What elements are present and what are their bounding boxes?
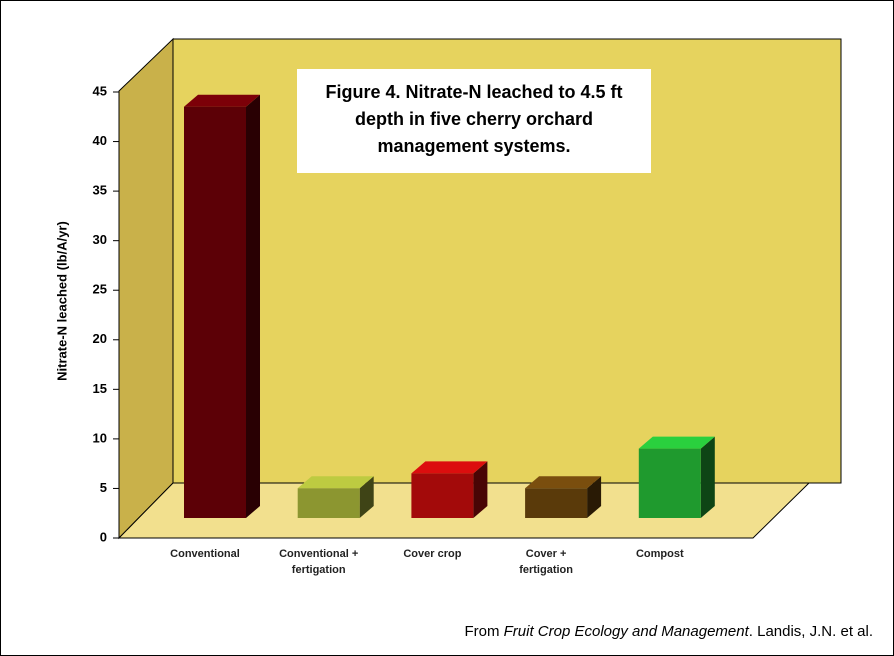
y-tick-label: 40 bbox=[93, 133, 107, 148]
y-tick-label: 5 bbox=[100, 480, 107, 495]
y-tick-label: 15 bbox=[93, 381, 107, 396]
y-axis-label: Nitrate-N leached (lb/A/yr) bbox=[54, 221, 69, 381]
side-wall bbox=[118, 37, 174, 540]
bar-top bbox=[184, 94, 260, 107]
chart-title: Figure 4. Nitrate-N leached to 4.5 ft de… bbox=[297, 69, 651, 173]
bar bbox=[411, 473, 474, 518]
x-tick-label: Conventional bbox=[170, 548, 240, 560]
x-tick-label: Cover crop bbox=[403, 548, 462, 560]
bar bbox=[525, 488, 588, 518]
y-tick-label: 25 bbox=[93, 282, 107, 297]
bar bbox=[184, 106, 246, 518]
x-tick-label: Conventional + fertigation bbox=[279, 548, 359, 576]
bar-top bbox=[297, 476, 374, 489]
bar-side bbox=[246, 94, 260, 518]
y-tick-label: 35 bbox=[93, 183, 107, 198]
bar bbox=[297, 488, 360, 518]
x-tick-label: Compost bbox=[635, 548, 684, 560]
y-tick-label: 10 bbox=[93, 430, 107, 445]
source: From Fruit Crop Ecology and Management. … bbox=[464, 623, 873, 640]
bar-side bbox=[473, 461, 488, 518]
source-prefix: From bbox=[464, 623, 504, 640]
y-tick-label: 20 bbox=[93, 331, 107, 346]
source-suffix: . Landis, J.N. et al. bbox=[748, 623, 873, 640]
source-title: Fruit Crop Ecology and Management bbox=[503, 623, 749, 640]
bar-top bbox=[525, 476, 602, 489]
y-tick-label: 45 bbox=[93, 83, 107, 98]
bar-side bbox=[700, 436, 715, 518]
bar-top bbox=[638, 436, 715, 449]
y-tick-label: 30 bbox=[93, 232, 107, 247]
bar bbox=[638, 448, 701, 518]
bar-top bbox=[411, 461, 488, 474]
x-tick-label: Cover + fertigation bbox=[519, 548, 573, 576]
bar-side bbox=[587, 476, 602, 518]
bar-side bbox=[359, 476, 374, 518]
y-tick-label: 0 bbox=[100, 529, 107, 544]
